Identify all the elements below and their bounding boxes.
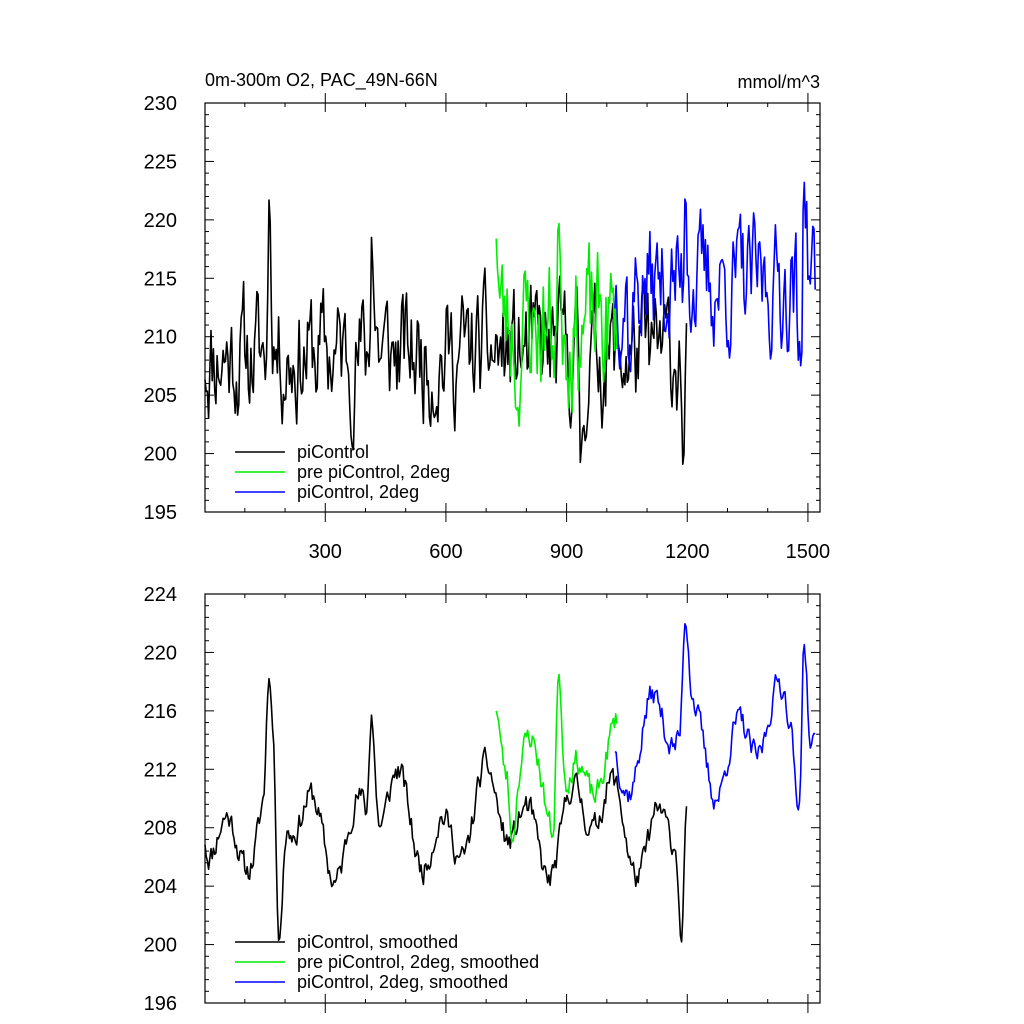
legend-label-1: pre piControl, 2deg, smoothed (297, 952, 539, 972)
lower-plot-frame (204, 593, 821, 1004)
y-tick-label: 196 (144, 993, 177, 1015)
series-line-0 (204, 677, 688, 943)
x-tick-label: 600 (429, 541, 462, 563)
y-tick-label: 205 (144, 385, 177, 407)
series-line-2 (614, 181, 816, 373)
y-tick-label: 204 (144, 876, 177, 898)
y-tick-label: 195 (144, 502, 177, 524)
y-tick-label: 200 (144, 444, 177, 466)
y-tick-label: 208 (144, 818, 177, 840)
y-tick-label: 225 (144, 151, 177, 173)
y-tick-label: 215 (144, 268, 177, 290)
y-tick-label: 210 (144, 327, 177, 349)
x-tick-label: 1500 (786, 541, 831, 563)
y-tick-label: 224 (144, 584, 177, 606)
legend-label-0: piControl, smoothed (297, 932, 458, 952)
y-tick-label: 212 (144, 759, 177, 781)
x-tick-label: 1200 (665, 541, 710, 563)
x-tick-label: 900 (550, 541, 583, 563)
upper-units-label: mmol/m^3 (738, 72, 820, 92)
legend-label-1: pre piControl, 2deg (297, 462, 450, 482)
y-tick-label: 200 (144, 935, 177, 957)
y-tick-label: 216 (144, 701, 177, 723)
series-line-1 (495, 222, 618, 427)
y-tick-label: 220 (144, 210, 177, 232)
lower-axes: 196 200 204 208 212 216 220 224 (144, 584, 820, 1015)
upper-axes: 300 600 900 1200 1500 195 200 205 210 215 220 225 23… (144, 93, 831, 563)
upper-chart-title: 0m-300m O2, PAC_49N-66N (205, 70, 438, 91)
upper-panel: 0m-300m O2, PAC_49N-66N mmol/m^3 300 600 9… (144, 70, 831, 563)
y-tick-label: 220 (144, 642, 177, 664)
legend-label-2: piControl, 2deg, smoothed (297, 972, 508, 992)
upper-series-group (204, 181, 816, 465)
legend-label-2: piControl, 2deg (297, 482, 419, 502)
legend-label-0: piControl (297, 442, 369, 462)
lower-panel: 196 200 204 208 212 216 220 224 piControl, smoo… (144, 584, 821, 1015)
lower-series-group (204, 623, 816, 943)
series-line-2 (614, 623, 816, 811)
y-tick-label: 230 (144, 93, 177, 115)
series-line-0 (204, 199, 688, 465)
x-tick-label: 300 (309, 541, 342, 563)
series-line-1 (495, 673, 618, 843)
upper-plot-frame (204, 102, 821, 513)
